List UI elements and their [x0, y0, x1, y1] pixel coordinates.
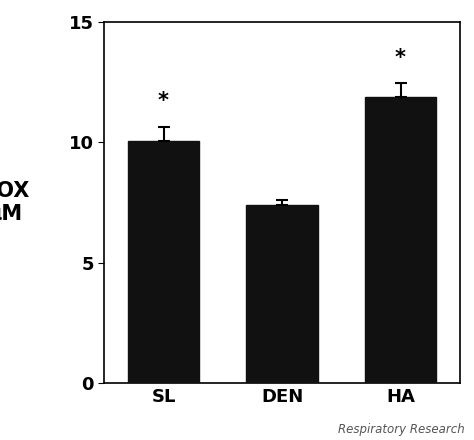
Text: Respiratory Research: Respiratory Research	[338, 422, 465, 436]
Text: NOX
μM: NOX μM	[0, 181, 30, 224]
Bar	[365, 96, 436, 383]
Text: *: *	[395, 48, 406, 68]
Bar	[246, 205, 318, 383]
Bar	[128, 141, 199, 383]
Text: *: *	[158, 91, 169, 111]
